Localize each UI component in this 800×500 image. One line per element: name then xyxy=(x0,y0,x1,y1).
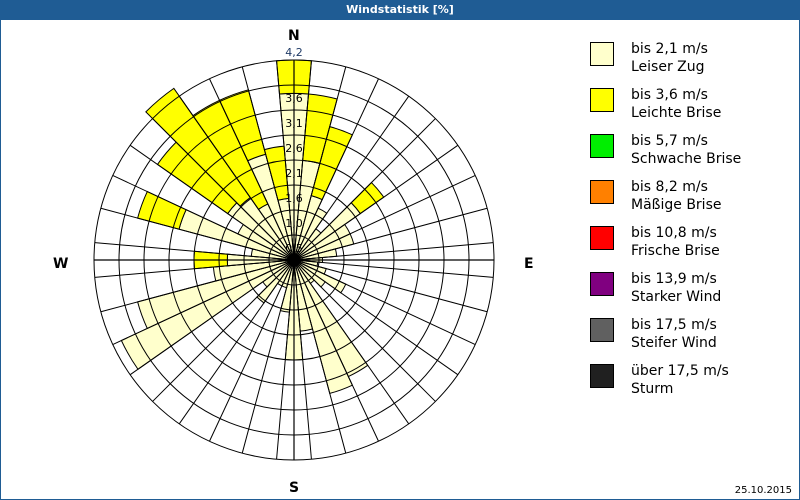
sector-bars xyxy=(120,59,385,395)
svg-text:2,6: 2,6 xyxy=(285,142,303,155)
date-label: 25.10.2015 xyxy=(734,485,792,496)
legend-swatch xyxy=(590,134,614,158)
svg-text:2,1: 2,1 xyxy=(285,167,303,180)
legend-swatch xyxy=(590,180,614,204)
svg-text:4,2: 4,2 xyxy=(285,46,303,59)
legend-swatch xyxy=(590,364,614,388)
svg-text:1,0: 1,0 xyxy=(285,217,303,230)
svg-text:1,6: 1,6 xyxy=(285,192,303,205)
legend-swatch xyxy=(590,88,614,112)
compass-west: W xyxy=(53,256,69,272)
window-title: Windstatistik [%] xyxy=(0,0,800,20)
compass-north: N xyxy=(288,28,300,44)
legend-swatch xyxy=(590,272,614,296)
legend-swatch xyxy=(590,318,614,342)
svg-text:0,5: 0,5 xyxy=(285,242,303,255)
svg-text:3,6: 3,6 xyxy=(285,92,303,105)
compass-south: S xyxy=(289,480,300,496)
polar-grid xyxy=(93,59,495,461)
legend-swatch xyxy=(590,42,614,66)
legend-swatch xyxy=(590,226,614,250)
svg-text:3,1: 3,1 xyxy=(285,117,303,130)
compass-east: E xyxy=(524,256,534,272)
radial-tick-labels: 0,5 1,0 1,6 2,1 2,6 3,1 3,6 4,2 xyxy=(285,46,303,255)
